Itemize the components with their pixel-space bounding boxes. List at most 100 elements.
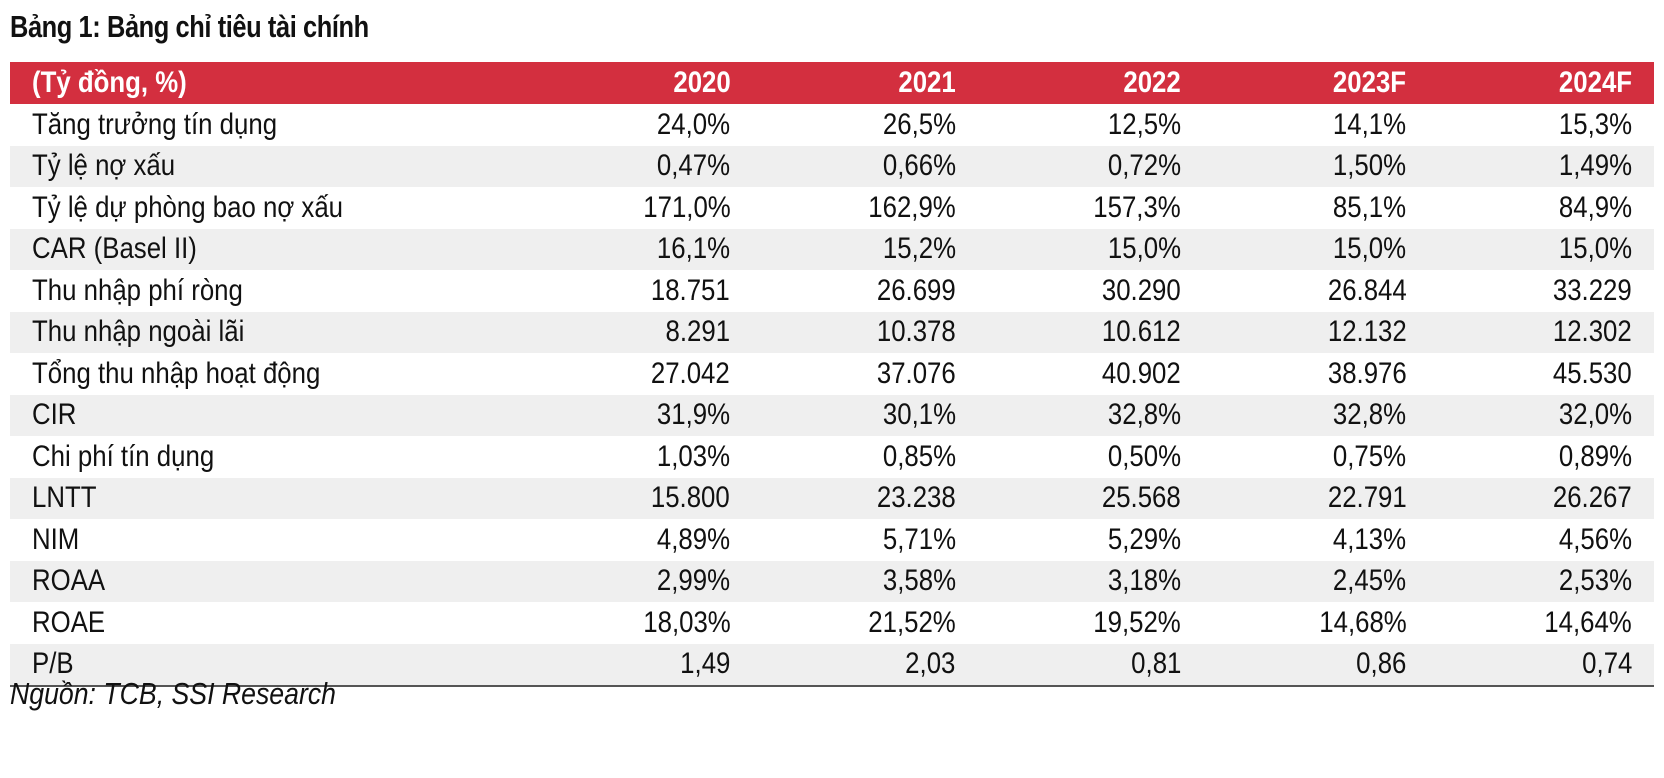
value-cell: 21,52% [868,605,956,639]
value-cell: 2,53% [1558,564,1632,598]
table-body: Tăng trưởng tín dụng 24,0% 26,5% 12,5% 14,1%… [10,104,1654,685]
value-cell: 26,5% [882,107,956,141]
table-bottom-rule [10,685,1654,687]
value-cell: 0,81 [1130,647,1182,681]
table-row: ROAA 2,99% 3,58% 3,18% 2,45% 2,53% [10,560,1654,602]
value-cell: 30,1% [882,398,956,432]
value-cell: 10.378 [876,315,956,349]
value-cell: 32,8% [1333,398,1407,432]
value-cell: 16,1% [657,232,731,266]
row-label: ROAE [32,605,106,639]
value-cell: 0,50% [1107,439,1182,473]
value-cell: 3,58% [882,564,956,598]
value-cell: 0,86 [1356,647,1407,681]
value-cell: 0,66% [882,149,956,183]
value-cell: 15.800 [651,481,731,515]
year-header: 2024F [1558,66,1632,99]
financial-table-container: (Tỷ đồng, %) 2020 2021 2022 2023F 2024F … [10,62,1654,687]
value-cell: 22.791 [1327,481,1407,515]
value-cell: 1,49 [680,647,731,681]
row-label: CIR [32,398,77,432]
row-label: CAR (Basel II) [32,232,197,266]
row-label: Tăng trưởng tín dụng [32,107,278,141]
value-cell: 10.612 [1102,315,1182,349]
value-cell: 0,85% [882,439,956,473]
value-cell: 15,0% [1558,232,1632,266]
table-row: LNTT 15.800 23.238 25.568 22.791 26.267 [10,477,1654,519]
value-cell: 157,3% [1093,190,1182,224]
table-row: CAR (Basel II) 16,1% 15,2% 15,0% 15,0% 15,0% [10,228,1654,270]
value-cell: 162,9% [868,190,956,224]
value-cell: 1,49% [1558,149,1632,183]
table-row: Thu nhập ngoài lãi 8.291 10.378 10.612 12.13… [10,311,1654,353]
value-cell: 85,1% [1333,190,1407,224]
table-row: Tỷ lệ dự phòng bao nợ xấu 171,0% 162,9% 157… [10,187,1654,229]
value-cell: 15,3% [1558,107,1632,141]
value-cell: 5,71% [882,522,956,556]
value-cell: 12,5% [1107,107,1182,141]
row-label: Chi phí tín dụng [32,439,215,473]
year-header: 2022 [1123,66,1182,99]
value-cell: 38.976 [1327,356,1407,390]
row-label: Tổng thu nhập hoạt động [32,356,321,390]
source-note: Nguồn: TCB, SSI Research [10,676,336,711]
value-cell: 26.699 [876,273,956,307]
year-header: 2021 [898,66,956,99]
table-row: ROAE 18,03% 21,52% 19,52% 14,68% 14,64% [10,602,1654,644]
table-row: Tỷ lệ nợ xấu 0,47% 0,66% 0,72% 1,50% 1,49% [10,145,1654,187]
value-cell: 12.302 [1553,315,1632,349]
value-cell: 26.844 [1327,273,1407,307]
value-cell: 45.530 [1553,356,1632,390]
value-cell: 1,50% [1333,149,1407,183]
value-cell: 27.042 [651,356,731,390]
value-cell: 8.291 [665,315,731,349]
value-cell: 31,9% [657,398,731,432]
value-cell: 0,72% [1107,149,1182,183]
table-title: Bảng 1: Bảng chỉ tiêu tài chính [10,9,369,44]
row-label: P/B [32,647,74,681]
value-cell: 14,64% [1544,605,1632,639]
table-row: Thu nhập phí ròng 18.751 26.699 30.290 26.84… [10,270,1654,312]
row-label: ROAA [32,564,106,598]
value-cell: 2,45% [1333,564,1407,598]
year-header: 2020 [672,66,731,99]
value-cell: 4,56% [1558,522,1632,556]
value-cell: 15,0% [1107,232,1182,266]
value-cell: 15,2% [882,232,956,266]
value-cell: 14,68% [1319,605,1407,639]
value-cell: 0,47% [657,149,731,183]
table-row: Tổng thu nhập hoạt động 27.042 37.076 40.90… [10,353,1654,395]
value-cell: 3,18% [1107,564,1182,598]
value-cell: 18.751 [651,273,731,307]
year-header: 2023F [1333,66,1407,99]
value-cell: 4,13% [1333,522,1407,556]
value-cell: 15,0% [1333,232,1407,266]
value-cell: 84,9% [1558,190,1632,224]
value-cell: 18,03% [642,605,731,639]
table-row: Chi phí tín dụng 1,03% 0,85% 0,50% 0,75% 0,89… [10,436,1654,478]
table-row: P/B 1,49 2,03 0,81 0,86 0,74 [10,643,1654,685]
value-cell: 24,0% [657,107,731,141]
value-cell: 19,52% [1093,605,1182,639]
row-label: Thu nhập ngoài lãi [32,315,245,349]
value-cell: 4,89% [657,522,731,556]
row-label: Tỷ lệ nợ xấu [32,149,176,183]
table-row: CIR 31,9% 30,1% 32,8% 32,8% 32,0% [10,394,1654,436]
value-cell: 25.568 [1102,481,1182,515]
value-cell: 2,03 [905,647,956,681]
value-cell: 40.902 [1102,356,1182,390]
table-row: NIM 4,89% 5,71% 5,29% 4,13% 4,56% [10,519,1654,561]
value-cell: 5,29% [1107,522,1182,556]
value-cell: 26.267 [1553,481,1632,515]
value-cell: 37.076 [876,356,956,390]
financial-indicators-table: (Tỷ đồng, %) 2020 2021 2022 2023F 2024F … [10,62,1654,685]
value-cell: 12.132 [1327,315,1407,349]
value-cell: 1,03% [657,439,731,473]
value-cell: 23.238 [876,481,956,515]
value-cell: 0,89% [1558,439,1632,473]
unit-header: (Tỷ đồng, %) [32,66,187,99]
row-label: NIM [32,522,80,556]
row-label: LNTT [32,481,97,515]
table-row: Tăng trưởng tín dụng 24,0% 26,5% 12,5% 14,1%… [10,104,1654,146]
value-cell: 32,8% [1107,398,1182,432]
